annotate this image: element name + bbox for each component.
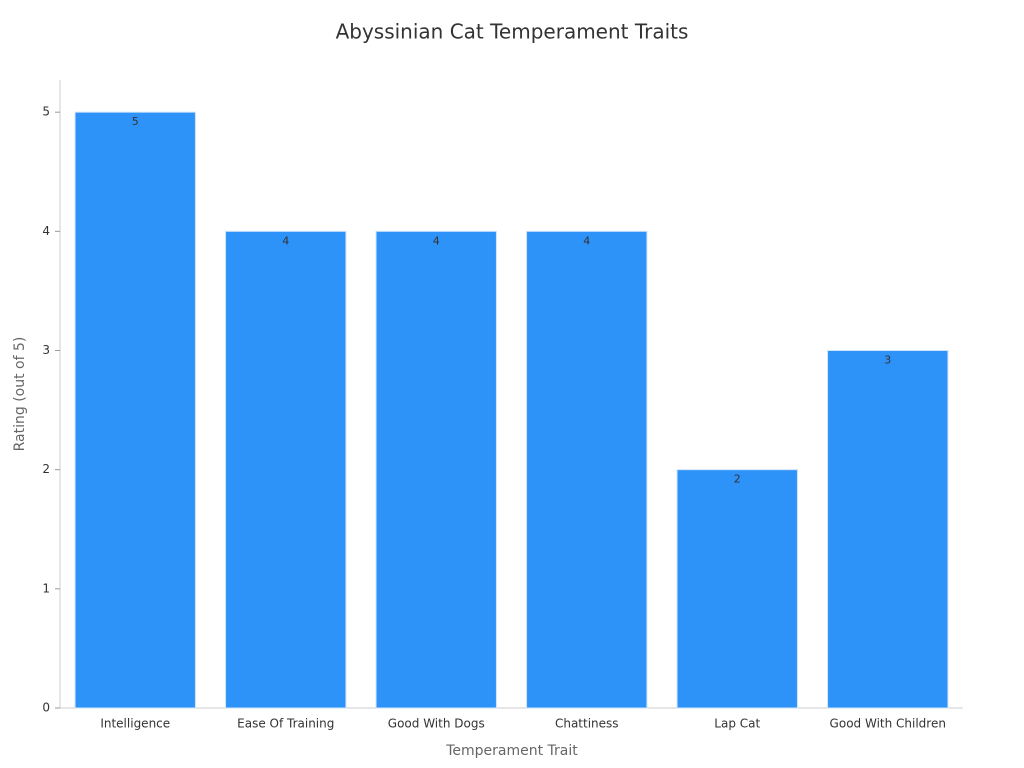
y-tick-label: 5 xyxy=(42,105,50,119)
bar xyxy=(526,230,648,709)
y-tick-label: 3 xyxy=(42,343,50,357)
y-axis-title: Rating (out of 5) xyxy=(12,337,28,452)
x-axis-title: Temperament Trait xyxy=(445,743,578,759)
y-tick-label: 1 xyxy=(42,581,50,595)
bar xyxy=(827,350,949,709)
x-tick-label: Ease Of Training xyxy=(237,717,334,731)
x-tick-label: Good With Dogs xyxy=(388,717,485,731)
x-tick-label: Intelligence xyxy=(100,717,170,731)
x-tick-label: Good With Children xyxy=(830,717,946,731)
value-label: 3 xyxy=(884,354,891,367)
value-label: 4 xyxy=(583,234,590,247)
y-tick-label: 0 xyxy=(42,701,50,715)
bar xyxy=(676,469,798,709)
bar xyxy=(375,230,497,709)
value-label: 4 xyxy=(282,234,289,247)
y-tick-label: 2 xyxy=(42,462,50,476)
value-label: 5 xyxy=(132,115,139,128)
value-label: 2 xyxy=(734,473,741,486)
bar xyxy=(74,111,196,709)
x-tick-label: Lap Cat xyxy=(714,717,760,731)
y-tick-label: 4 xyxy=(42,224,50,238)
chart-title: Abyssinian Cat Temperament Traits xyxy=(336,20,689,44)
value-label: 4 xyxy=(433,234,440,247)
bar xyxy=(225,230,347,709)
x-tick-label: Chattiness xyxy=(555,717,619,731)
